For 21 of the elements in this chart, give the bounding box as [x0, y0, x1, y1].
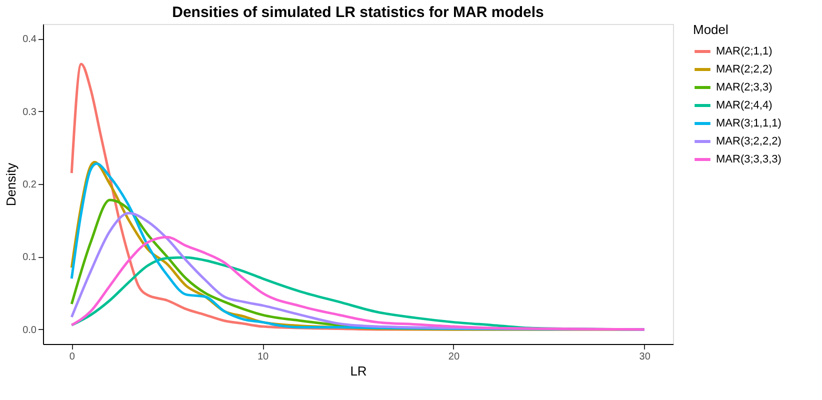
- x-tick-label: 30: [639, 352, 651, 362]
- legend-label: MAR(2;1,1): [716, 46, 772, 58]
- legend-label: MAR(2;4,4): [716, 100, 772, 112]
- legend-label: MAR(3;3,3,3): [716, 154, 782, 166]
- y-tick-label: 0.1: [22, 252, 37, 264]
- y-axis-title: Density: [4, 162, 19, 206]
- legend-label: MAR(2;2,2): [716, 64, 772, 76]
- y-tick-label: 0.4: [22, 34, 37, 46]
- x-tick-label: 10: [257, 352, 270, 362]
- legend-label: MAR(3;1,1,1): [716, 118, 782, 130]
- line-series: [70, 236, 646, 331]
- x-tick-label: 20: [448, 352, 460, 362]
- y-tick-label: 0.3: [22, 106, 37, 118]
- legend-label: MAR(3;2,2,2): [716, 136, 782, 148]
- chart-title: Densities of simulated LR statistics for MAR models: [172, 4, 544, 21]
- legend-title: Model: [693, 22, 729, 37]
- y-tick-label: 0.0: [22, 324, 37, 336]
- legend-label: MAR(2;3,3): [716, 82, 772, 94]
- x-tick-label: 0: [69, 352, 76, 362]
- y-tick-label: 0.2: [22, 180, 37, 190]
- x-axis-title: LR: [350, 364, 367, 378]
